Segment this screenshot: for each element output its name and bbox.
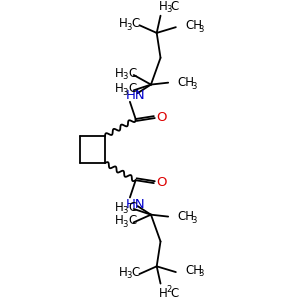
- Text: C: C: [132, 17, 140, 30]
- Text: HN: HN: [126, 88, 146, 102]
- Text: CH: CH: [178, 210, 195, 223]
- Text: 2: 2: [166, 285, 172, 294]
- Text: 3: 3: [122, 220, 128, 229]
- Text: 3: 3: [199, 25, 204, 34]
- Text: C: C: [128, 214, 136, 227]
- Text: 3: 3: [126, 23, 131, 32]
- Text: H: H: [115, 214, 123, 227]
- Text: 3: 3: [122, 206, 128, 215]
- Text: CH: CH: [185, 19, 203, 32]
- Text: C: C: [132, 266, 140, 279]
- Text: H: H: [115, 200, 123, 214]
- Text: 3: 3: [166, 5, 172, 14]
- Text: 3: 3: [122, 72, 128, 81]
- Text: H: H: [115, 67, 123, 80]
- Text: 3: 3: [191, 216, 196, 225]
- Text: CH: CH: [178, 76, 195, 89]
- Text: O: O: [156, 176, 167, 189]
- Text: C: C: [128, 67, 136, 80]
- Text: C: C: [128, 200, 136, 214]
- Text: HN: HN: [126, 198, 146, 211]
- Text: O: O: [156, 111, 167, 124]
- Text: H: H: [159, 286, 167, 300]
- Text: H: H: [118, 17, 127, 30]
- Text: H: H: [159, 0, 167, 13]
- Text: 3: 3: [199, 269, 204, 278]
- Text: 3: 3: [122, 88, 128, 97]
- Text: C: C: [170, 0, 178, 13]
- Text: C: C: [128, 82, 136, 95]
- Text: H: H: [115, 82, 123, 95]
- Text: C: C: [170, 286, 178, 300]
- Text: H: H: [118, 266, 127, 279]
- Text: CH: CH: [185, 264, 203, 277]
- Text: 3: 3: [126, 272, 131, 280]
- Text: 3: 3: [191, 82, 196, 91]
